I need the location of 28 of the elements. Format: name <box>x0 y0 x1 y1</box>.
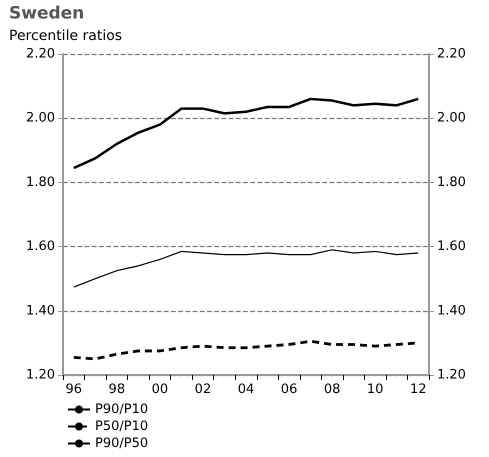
x-tick-label: 12 <box>410 382 427 397</box>
x-tick-label: 98 <box>108 382 126 397</box>
line-series <box>72 98 420 170</box>
y-tick-label: 1.20 <box>26 368 55 382</box>
y-tick-label: 1.60 <box>26 239 55 254</box>
chart-title: Sweden <box>9 4 84 24</box>
x-tick-label: 02 <box>194 382 212 397</box>
y2-tick-label: 1.20 <box>437 368 466 382</box>
y-tick-label: 2.00 <box>26 110 55 126</box>
line-series <box>73 249 419 288</box>
y-tick-label: 1.40 <box>26 303 55 318</box>
y2-tick-label: 1.40 <box>437 303 466 318</box>
y2-tick-label: 2.00 <box>437 110 466 126</box>
x-tick-label: 00 <box>152 382 168 397</box>
y2-tick-label: 1.80 <box>437 174 466 190</box>
x-tick-label: 04 <box>238 382 254 397</box>
x-tick-label: 08 <box>324 382 340 397</box>
legend-label: P90/P50 <box>95 436 148 451</box>
x-tick-label: 06 <box>280 382 298 397</box>
legend-label: P90/P10 <box>95 402 148 417</box>
chart-subtitle: Percentile ratios <box>9 28 122 44</box>
x-tick-label: 10 <box>366 382 384 397</box>
legend-label: P50/P10 <box>95 419 148 434</box>
y-tick-label: 1.80 <box>26 174 55 190</box>
y2-tick-label: 2.20 <box>437 46 466 62</box>
y2-tick-label: 1.60 <box>437 239 466 254</box>
y-tick-label: 2.20 <box>26 46 55 62</box>
x-tick-label: 96 <box>65 382 82 397</box>
